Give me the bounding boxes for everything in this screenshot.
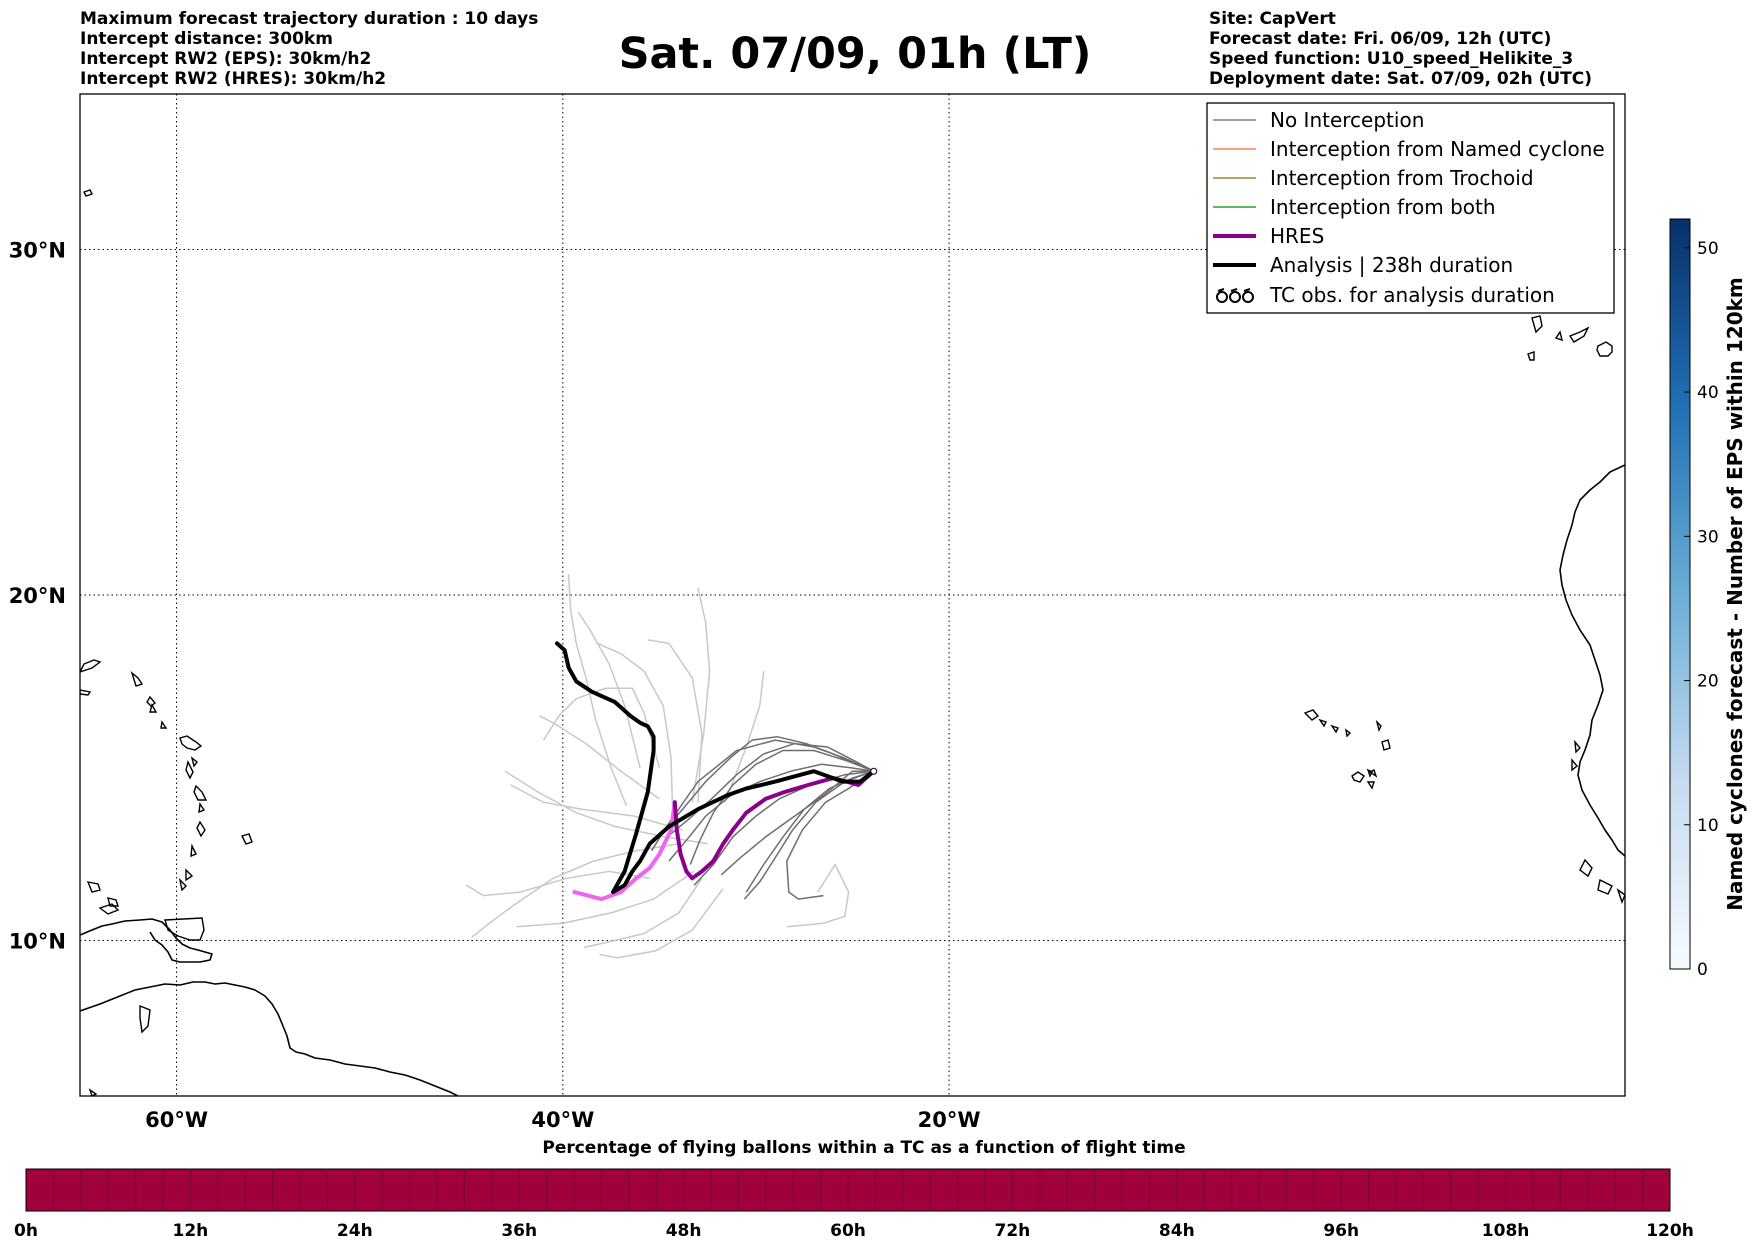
coastlines: [80, 189, 1625, 1096]
eps-track-light-3: [597, 642, 674, 820]
trajectories: [465, 574, 878, 959]
eps-track-light-15: [539, 715, 660, 800]
legend-entry-hres: HRES: [1213, 224, 1324, 248]
eps-track-light-2: [542, 687, 661, 769]
header-left: Maximum forecast trajectory duration : 1…: [80, 9, 538, 89]
eps-track-light-7: [504, 770, 708, 845]
bar-label-5: 60h: [830, 1221, 866, 1241]
map-frame: [79, 93, 1626, 1097]
colorbar-tick-label-5: 50: [1697, 239, 1719, 259]
colorbar-tick-label-4: 40: [1697, 383, 1719, 403]
colorbar-tick-label-3: 30: [1697, 527, 1719, 547]
eps-track-dark-4: [693, 770, 874, 886]
bar-label-7: 84h: [1159, 1221, 1195, 1241]
colorbar-tick-label-1: 10: [1697, 816, 1719, 836]
lon-label-0: 60°W: [145, 1108, 208, 1132]
legend-entry-no-interception: No Interception: [1213, 108, 1424, 132]
legend-label-hres: HRES: [1270, 224, 1324, 248]
colorbar-tick-label-2: 20: [1697, 672, 1719, 692]
header-right-line-1: Forecast date: Fri. 06/09, 12h (UTC): [1209, 29, 1551, 49]
eps-track-light-12: [599, 888, 724, 959]
legend-box: [1206, 102, 1615, 314]
legend-entry-named-cyclone: Interception from Named cyclone: [1213, 137, 1605, 161]
flight-time-bar: Percentage of flying ballons within a TC…: [14, 1138, 1694, 1241]
header-right-line-0: Site: CapVert: [1209, 9, 1336, 29]
eps-track-light-13: [471, 843, 679, 938]
eps-track-dark-3: [660, 735, 874, 834]
header-right-line-3: Deployment date: Sat. 07/09, 02h (UTC): [1209, 69, 1592, 89]
header-left-line-1: Intercept distance: 300km: [80, 29, 333, 49]
eps-track-light-11: [510, 784, 683, 831]
legend-entry-analysis: Analysis | 238h duration: [1213, 253, 1513, 277]
header-left-line-2: Intercept RW2 (EPS): 30km/h2: [80, 49, 371, 69]
eps-track-light-5: [691, 587, 711, 803]
legend-label-no-interception: No Interception: [1270, 108, 1424, 132]
analysis-track: [555, 641, 876, 895]
bar-label-9: 108h: [1482, 1221, 1530, 1241]
flight-time-bar-segments: [52, 1169, 1644, 1211]
eps-track-dark-2: [786, 770, 875, 900]
lat-label-2: 10°N: [9, 930, 66, 954]
lat-label-0: 30°N: [9, 238, 66, 262]
bar-label-3: 36h: [501, 1221, 537, 1241]
deployment-site-marker: [870, 767, 878, 775]
legend-label-trochoid: Interception from Trochoid: [1270, 166, 1534, 190]
colorbar-gradient: [1669, 218, 1691, 970]
legend: No Interception Interception from Named …: [1206, 102, 1615, 314]
legend-entry-tc-obs: TC obs. for analysis duration: [1216, 283, 1555, 307]
eps-track-dark-7: [689, 749, 874, 865]
colorbar-label: Named cyclones forecast - Number of EPS …: [1723, 277, 1747, 911]
hres-track-tail: [572, 800, 677, 902]
eps-light-tracks: [465, 574, 850, 959]
bar-label-4: 48h: [666, 1221, 702, 1241]
bar-label-2: 24h: [337, 1221, 373, 1241]
eps-track-light-14: [786, 862, 850, 928]
eps-track-light-9: [516, 870, 695, 928]
lon-label-1: 40°W: [531, 1108, 594, 1132]
header-left-line-0: Maximum forecast trajectory duration : 1…: [80, 9, 538, 29]
africa-coast-details: [1571, 739, 1625, 904]
header-right-line-2: Speed function: U10_speed_Helikite_3: [1209, 49, 1573, 69]
canary-islands: [1527, 315, 1613, 361]
bar-label-6: 72h: [995, 1221, 1031, 1241]
tc-obs-symbol-icon: [1216, 288, 1254, 303]
cape-verde-islands: [1303, 709, 1391, 790]
caribbean-islands: [80, 189, 253, 1096]
eps-track-light-0: [567, 574, 628, 807]
named-cyclone-colorbar: 0 10 20 30 40 50 Named cyclones forecast - Nu…: [1669, 218, 1747, 980]
eps-track-light-10: [583, 877, 703, 949]
header-right: Site: CapVert Forecast date: Fri. 06/09,…: [1209, 9, 1592, 89]
coast-west-africa: [1559, 464, 1625, 857]
island-trinidad: [164, 917, 205, 941]
legend-label-both: Interception from both: [1270, 195, 1496, 219]
bar-label-0: 0h: [14, 1221, 38, 1241]
bar-label-1: 12h: [173, 1221, 209, 1241]
legend-entry-both: Interception from both: [1213, 195, 1496, 219]
eps-track-light-1: [577, 611, 641, 768]
legend-entry-trochoid: Interception from Trochoid: [1213, 166, 1534, 190]
latitude-labels: 30°N 20°N 10°N: [9, 238, 66, 953]
coast-south-america: [80, 981, 459, 1096]
eps-track-dark-6: [668, 763, 874, 862]
legend-label-named-cyclone: Interception from Named cyclone: [1270, 137, 1605, 161]
flight-time-bar-title: Percentage of flying ballons within a TC…: [542, 1138, 1185, 1158]
colorbar-tick-label-0: 0: [1697, 960, 1708, 980]
lon-label-2: 20°W: [918, 1108, 981, 1132]
coast-venezuela: [80, 918, 213, 963]
bar-label-10: 120h: [1646, 1221, 1694, 1241]
flight-time-bar-labels: 0h 12h 24h 36h 48h 60h 72h 84h 96h 108h 120h: [14, 1221, 1694, 1241]
colorbar-ticks: 0 10 20 30 40 50: [1684, 239, 1719, 980]
eps-track-dark-1: [720, 770, 874, 876]
map-panel: 60°W 40°W 20°W 30°N 20°N 10°N No Interceptio…: [9, 93, 1626, 1132]
map-title: Sat. 07/09, 01h (LT): [619, 29, 1092, 79]
longitude-labels: 60°W 40°W 20°W: [145, 1108, 980, 1132]
legend-label-tc-obs: TC obs. for analysis duration: [1269, 283, 1555, 307]
legend-label-analysis: Analysis | 238h duration: [1270, 253, 1513, 277]
header-left-line-3: Intercept RW2 (HRES): 30km/h2: [80, 69, 386, 89]
bar-label-8: 96h: [1323, 1221, 1359, 1241]
lat-label-1: 20°N: [9, 584, 66, 608]
